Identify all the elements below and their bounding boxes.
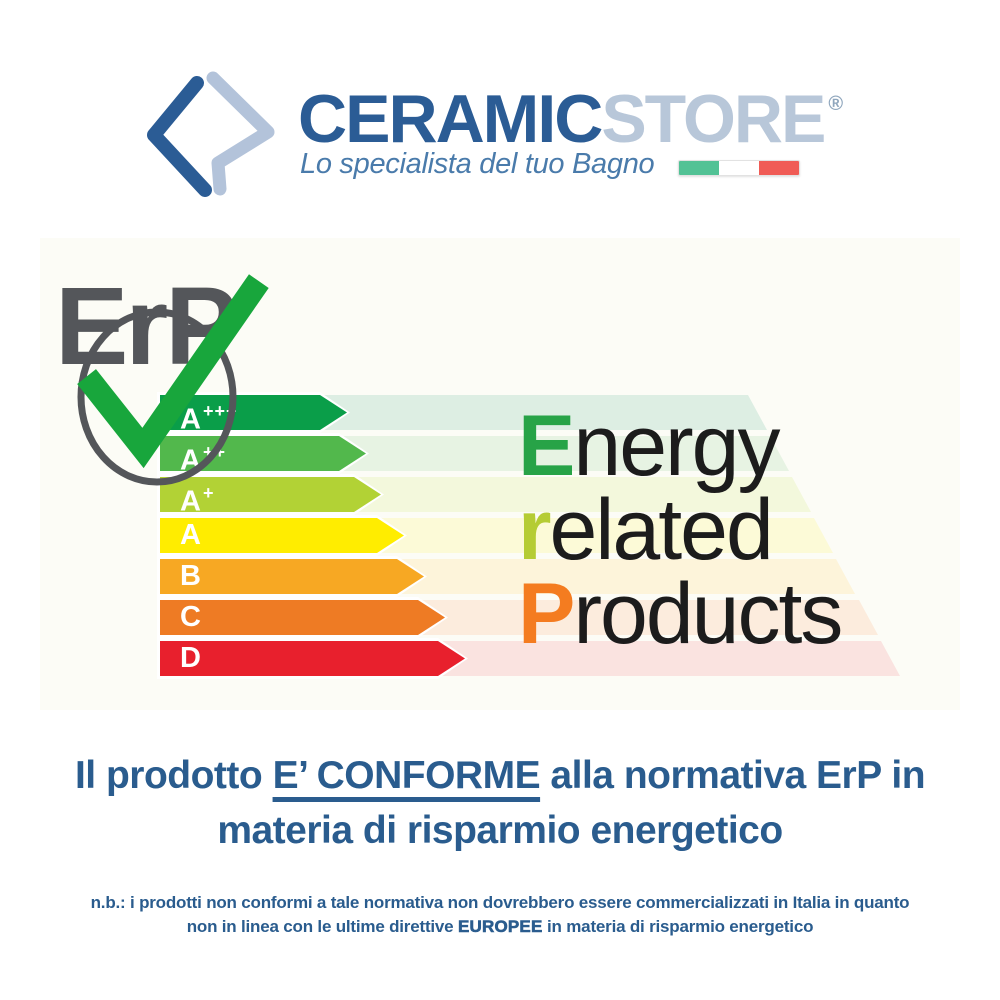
rating-label: D xyxy=(180,642,201,674)
erp-mark: ErP xyxy=(55,265,269,486)
rating-row-A+: A + xyxy=(160,477,960,512)
rating-arrow-fill: A xyxy=(160,518,404,553)
rating-arrow: C xyxy=(157,597,448,638)
footnote: n.b.: i prodotti non conformi a tale nor… xyxy=(20,891,980,939)
statement-line1: Il prodotto E’ CONFORME alla normativa E… xyxy=(20,748,980,803)
conforme-highlight: E’ CONFORME xyxy=(272,754,541,797)
rating-arrow: A ++ xyxy=(157,433,369,474)
rating-arrow: B xyxy=(157,556,427,597)
cs-chevron-stroke xyxy=(147,76,212,197)
rating-row-A+++: A +++ xyxy=(160,395,960,430)
headline-line-related: related xyxy=(518,487,841,573)
cs-zigzag-stroke xyxy=(206,71,275,196)
rating-arrow-fill: D xyxy=(160,641,465,676)
rating-label: C xyxy=(180,601,201,633)
brand-secondary-text: STORE xyxy=(601,81,826,157)
rating-row-A: A xyxy=(160,518,960,553)
rating-row-C: C xyxy=(160,600,960,635)
headline-initial-e: E xyxy=(518,398,575,494)
rating-label: B xyxy=(180,560,201,592)
headline-rest-related: elated xyxy=(549,482,773,578)
rating-arrow-fill: A ++ xyxy=(160,436,366,471)
flag-red-stripe xyxy=(759,161,799,175)
rating-arrow: A xyxy=(157,515,407,556)
headline-line-products: Products xyxy=(518,571,843,657)
footnote-line1: n.b.: i prodotti non conformi a tale nor… xyxy=(90,893,910,912)
rating-row-A++: A ++ xyxy=(160,436,960,471)
energy-related-products-headline: Energy related Products xyxy=(518,403,843,657)
rating-label: A + xyxy=(180,483,215,518)
headline-initial-p: P xyxy=(518,566,575,662)
erp-label-graphic: ErP A +++ A ++ A + A B C D Energy related Product… xyxy=(40,238,960,710)
footnote-line2-suffix: in materia di risparmio energetico xyxy=(542,917,814,936)
rating-label-sup: + xyxy=(202,483,215,503)
flag-green-stripe xyxy=(679,161,719,175)
europee-emphasis: EUROPEE xyxy=(457,917,543,937)
rating-arrow: D xyxy=(157,638,468,679)
headline-rest-products: roducts xyxy=(573,566,843,662)
statement-suffix: alla normativa ErP in xyxy=(540,754,926,797)
footnote-line2-prefix: non in linea con le ultime direttive xyxy=(186,917,458,936)
registered-trademark-icon: ® xyxy=(828,93,844,115)
statement-line2: materia di risparmio energetico xyxy=(217,809,783,852)
flag-white-stripe xyxy=(719,161,759,175)
rating-arrow-fill: C xyxy=(160,600,445,635)
footnote-line2: non in linea con le ultime direttive EUR… xyxy=(20,915,980,939)
headline-initial-r: r xyxy=(518,482,551,578)
rating-row-B: B xyxy=(160,559,960,594)
rating-arrow: A + xyxy=(157,474,384,515)
brand-primary-text: CERAMIC xyxy=(298,81,603,157)
headline-rest-energy: nergy xyxy=(573,398,780,494)
erp-circle-icon xyxy=(77,308,237,486)
rating-row-D: D xyxy=(160,641,960,676)
brand-tagline: Lo specialista del tuo Bagno xyxy=(300,148,655,180)
statement-prefix: Il prodotto xyxy=(74,754,273,797)
italian-flag-icon xyxy=(678,160,800,176)
rating-arrow-fill: B xyxy=(160,559,424,594)
rating-arrow-fill: A + xyxy=(160,477,381,512)
conformity-statement: Il prodotto E’ CONFORME alla normativa E… xyxy=(20,748,980,858)
headline-line-energy: Energy xyxy=(518,403,841,489)
rating-label: A xyxy=(180,519,201,551)
brand-wordmark: CERAMICSTORE ® xyxy=(298,80,843,158)
cs-monogram-icon xyxy=(147,71,275,197)
check-mark-icon xyxy=(77,274,269,469)
